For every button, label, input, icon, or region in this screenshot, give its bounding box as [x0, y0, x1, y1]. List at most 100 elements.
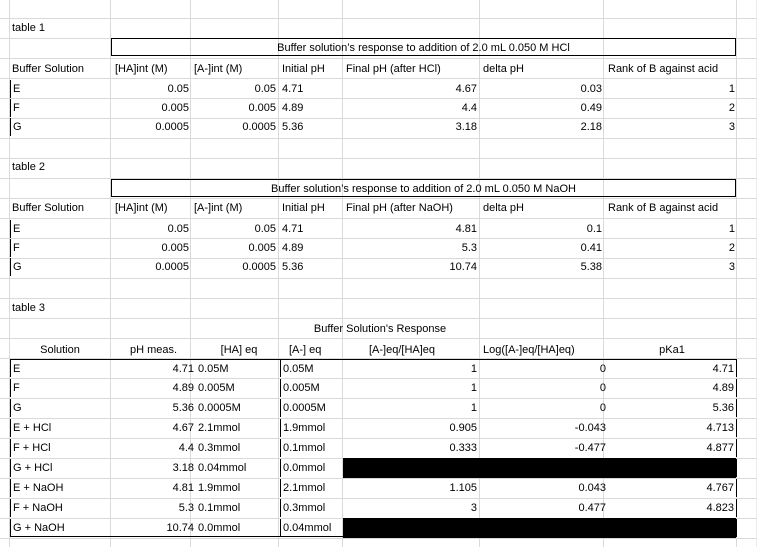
table-2-cell-rank[interactable]: 1	[728, 223, 735, 235]
table-2-cell-final-ph[interactable]: 5.3	[461, 242, 477, 254]
table-3-cell-ph-meas[interactable]: 10.74	[111, 519, 196, 537]
table-1-cell-solution[interactable]: F	[10, 99, 111, 117]
table-2-cell-final-ph[interactable]: 4.81	[455, 223, 477, 235]
table-3-cell-pka[interactable]: 4.89	[608, 379, 737, 397]
table-3-title[interactable]: Buffer Solution's Response	[313, 323, 447, 335]
table-3-cell-pka[interactable]	[608, 459, 737, 477]
table-3-cell-ha-eq[interactable]: 0.005M	[198, 382, 235, 394]
table-3-cell-log[interactable]: 0	[479, 359, 608, 377]
table-3-cell-a-eq[interactable]: 0.04mmol	[280, 519, 343, 537]
table-3-cell-ph-meas[interactable]: 5.36	[172, 402, 194, 414]
table-1-cell-delta-ph[interactable]: 0.03	[580, 83, 602, 95]
table-3-cell-log[interactable]: -0.477	[574, 442, 606, 454]
table-1-cell-rank[interactable]: 2	[728, 102, 735, 114]
table-2-cell-solution[interactable]: F	[10, 239, 111, 257]
table-1-cell-ha[interactable]: 0.0005	[155, 121, 189, 133]
table-3-cell-pka[interactable]: 5.36	[608, 399, 737, 417]
table-3-cell-solution[interactable]: E + HCl	[10, 419, 111, 437]
table-1-cell-a[interactable]: 0.05	[254, 83, 276, 95]
table-3-cell-ha-eq[interactable]: 1.9mmol	[198, 482, 241, 494]
table-3-cell-log[interactable]: -0.043	[574, 422, 606, 434]
table-3-cell-ratio[interactable]: 1	[470, 382, 477, 394]
table-2-header-solution[interactable]: Buffer Solution	[12, 202, 84, 214]
table-3-cell-solution[interactable]: G + HCl	[10, 459, 111, 477]
table-2-header-rank[interactable]: Rank of B against acid	[608, 202, 719, 214]
table-3-cell-ph-meas[interactable]: 4.71	[111, 359, 196, 377]
table-1-cell-ha[interactable]: 0.05	[167, 83, 189, 95]
table-2-cell-solution[interactable]: E	[10, 220, 111, 238]
table-3-label[interactable]: table 3	[12, 302, 46, 314]
table-1-cell-a[interactable]: 0.005	[248, 102, 276, 114]
table-3-cell-ratio[interactable]: 0.905	[449, 422, 477, 434]
table-2-cell-ha[interactable]: 0.005	[161, 242, 189, 254]
table-1-cell-solution[interactable]: E	[10, 80, 111, 98]
table-1-cell-final-ph[interactable]: 4.4	[461, 102, 477, 114]
table-3-header-ha-eq[interactable]: [HA] eq	[220, 344, 258, 356]
table-3-cell-ratio[interactable]: 1	[470, 402, 477, 414]
table-3-cell-ha-eq[interactable]: 0.04mmol	[198, 462, 247, 474]
table-3-header-solution[interactable]: Solution	[40, 344, 80, 356]
table-1-header-final-ph[interactable]: Final pH (after HCl)	[346, 63, 441, 75]
table-3-cell-ha-eq[interactable]: 0.1mmol	[198, 502, 241, 514]
table-3-cell-ph-meas[interactable]: 4.4	[178, 442, 194, 454]
table-2-header-a[interactable]: [A-]int (M)	[194, 202, 243, 214]
table-3-header-ph-meas[interactable]: pH meas.	[129, 344, 178, 356]
table-2-cell-ha[interactable]: 0.0005	[155, 261, 189, 273]
table-1-cell-delta-ph[interactable]: 2.18	[580, 121, 602, 133]
table-3-cell-ph-meas[interactable]: 3.18	[172, 462, 194, 474]
table-3-cell-log[interactable]: 0.477	[578, 502, 606, 514]
table-3-cell-solution[interactable]: G	[10, 399, 111, 417]
table-3-cell-a-eq[interactable]: 0.1mmol	[280, 439, 343, 457]
table-3-cell-pka[interactable]: 4.823	[608, 499, 737, 517]
table-1-cell-final-ph[interactable]: 3.18	[455, 121, 477, 133]
table-3-cell-solution[interactable]: F + HCl	[10, 439, 111, 457]
table-3-cell-ph-meas[interactable]: 4.81	[172, 482, 194, 494]
table-3-cell-ph-meas[interactable]: 4.89	[172, 382, 194, 394]
table-1-header-ha[interactable]: [HA]int (M)	[115, 63, 168, 75]
table-3-cell-ha-eq[interactable]: 0.0mmol	[196, 519, 280, 537]
table-2-cell-a[interactable]: 0.0005	[242, 261, 276, 273]
table-1-cell-solution[interactable]: G	[10, 118, 111, 136]
table-1-cell-ha[interactable]: 0.005	[161, 102, 189, 114]
table-3-cell-solution[interactable]: F + NaOH	[10, 499, 111, 517]
table-2-cell-delta-ph[interactable]: 5.38	[580, 261, 602, 273]
table-1-cell-initial-ph[interactable]: 4.89	[282, 102, 304, 114]
table-3-cell-a-eq[interactable]: 0.3mmol	[280, 499, 343, 517]
table-2-title[interactable]: Buffer solution’s response to addition o…	[111, 179, 736, 197]
table-3-cell-a-eq[interactable]: 2.1mmol	[280, 479, 343, 497]
table-3-cell-a-eq[interactable]: 0.0mmol	[280, 459, 343, 477]
table-1-cell-delta-ph[interactable]: 0.49	[580, 102, 602, 114]
table-3-cell-log[interactable]: 0	[599, 402, 606, 414]
table-3-header-pka[interactable]: pKa1	[659, 344, 685, 356]
table-2-cell-initial-ph[interactable]: 4.89	[282, 242, 304, 254]
table-3-cell-pka[interactable]: 4.713	[608, 419, 737, 437]
table-2-cell-rank[interactable]: 3	[728, 261, 735, 273]
table-3-cell-ha-eq[interactable]: 0.05M	[196, 359, 280, 377]
table-1-cell-final-ph[interactable]: 4.67	[455, 83, 477, 95]
table-3-cell-solution[interactable]: F	[10, 379, 111, 397]
table-3-cell-solution[interactable]: G + NaOH	[10, 519, 111, 537]
table-1-header-solution[interactable]: Buffer Solution	[12, 63, 84, 75]
table-2-label[interactable]: table 2	[12, 161, 46, 173]
table-1-cell-initial-ph[interactable]: 4.71	[282, 83, 304, 95]
table-1-cell-rank[interactable]: 1	[728, 83, 735, 95]
table-3-header-ratio[interactable]: [A-]eq/[HA]eq	[369, 344, 436, 356]
table-2-cell-initial-ph[interactable]: 4.71	[282, 223, 304, 235]
table-3-cell-a-eq[interactable]: 0.005M	[280, 379, 343, 397]
table-3-cell-ph-meas[interactable]: 5.3	[178, 502, 194, 514]
table-2-header-delta-ph[interactable]: delta pH	[483, 202, 524, 214]
table-1-cell-a[interactable]: 0.0005	[242, 121, 276, 133]
table-2-header-initial-ph[interactable]: Initial pH	[282, 202, 325, 214]
table-3-cell-solution[interactable]: E + NaOH	[10, 479, 111, 497]
table-1-cell-rank[interactable]: 3	[728, 121, 735, 133]
table-2-cell-initial-ph[interactable]: 5.36	[282, 261, 304, 273]
table-3-cell-log[interactable]: 0.043	[578, 482, 606, 494]
table-3-cell-ratio[interactable]: 1.105	[449, 482, 477, 494]
table-3-cell-ha-eq[interactable]: 0.3mmol	[198, 442, 241, 454]
table-1-header-a[interactable]: [A-]int (M)	[194, 63, 243, 75]
table-2-header-ha[interactable]: [HA]int (M)	[115, 202, 168, 214]
table-2-header-final-ph[interactable]: Final pH (after NaOH)	[346, 202, 453, 214]
table-3-cell-ratio[interactable]: 0.333	[449, 442, 477, 454]
table-3-cell-ratio[interactable]: 3	[470, 502, 477, 514]
table-3-cell-log[interactable]: 0	[599, 382, 606, 394]
